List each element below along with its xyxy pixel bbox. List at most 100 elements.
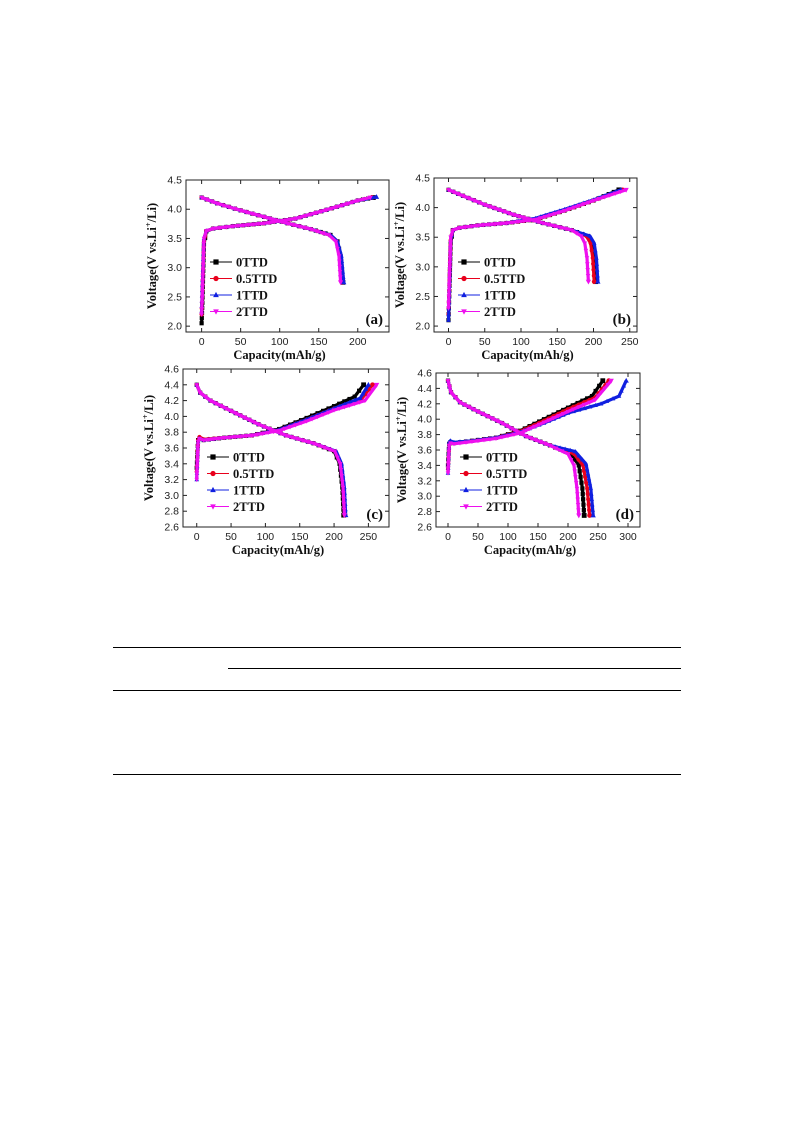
data-point	[477, 200, 482, 205]
data-point	[581, 202, 587, 207]
data-point	[337, 401, 342, 406]
data-point	[608, 378, 614, 384]
series-line	[447, 188, 590, 282]
data-point	[463, 504, 469, 510]
data-point	[326, 233, 332, 238]
data-point	[475, 439, 481, 444]
data-point	[538, 440, 543, 445]
data-point	[211, 226, 216, 232]
data-point	[581, 513, 587, 518]
y-tick-label: 3.2	[417, 475, 432, 487]
data-point	[293, 423, 298, 428]
legend-entry: 2TTD	[233, 500, 265, 514]
data-point	[599, 390, 604, 395]
x-tick-label: 100	[512, 336, 530, 348]
data-point	[203, 394, 208, 400]
data-point	[595, 278, 601, 284]
data-point	[447, 272, 452, 277]
data-point	[581, 507, 586, 513]
data-point	[446, 317, 451, 322]
data-point	[532, 424, 537, 430]
plot-frame	[435, 372, 641, 528]
data-point	[585, 396, 590, 401]
data-point	[580, 486, 585, 491]
data-point	[238, 434, 243, 439]
data-point	[587, 513, 592, 518]
y-tick-label: 2.5	[167, 291, 182, 303]
data-point	[585, 274, 591, 279]
x-tick-label: 0	[194, 531, 200, 543]
legend: 0TTD 0.5TTD 1TTD 2TTD	[210, 256, 277, 319]
data-point	[462, 402, 467, 408]
data-point	[244, 210, 249, 215]
data-point	[446, 456, 451, 461]
y-axis-title: Voltage(V vs.Li+/Li)	[140, 395, 156, 501]
data-point	[361, 197, 367, 202]
x-tick-label: 150	[291, 531, 309, 543]
y-tick-label: 4.0	[164, 411, 179, 423]
data-point	[584, 480, 589, 485]
data-point	[228, 409, 234, 414]
data-point	[593, 248, 598, 253]
data-point	[582, 241, 588, 246]
panel-label: (a)	[366, 312, 384, 328]
data-point	[552, 224, 557, 229]
data-point	[499, 435, 505, 440]
data-point	[585, 268, 591, 273]
data-point	[596, 197, 602, 202]
x-axis-title: Capacity(mAh/g)	[233, 348, 325, 362]
chart-panel: 0 50 100 150 200 250 2.6 2.8 3.0 3.2 3.4 3.6 3.8 4.0 4…	[140, 364, 390, 557]
data-point	[586, 476, 592, 481]
y-tick-label: 3.8	[164, 427, 179, 439]
data-point	[505, 434, 511, 439]
data-point	[285, 221, 290, 226]
data-point	[499, 421, 505, 426]
data-point	[357, 400, 363, 405]
data-point	[445, 471, 451, 476]
data-point	[451, 190, 456, 195]
data-point	[314, 229, 320, 234]
data-point	[448, 240, 453, 246]
x-tick-label: 200	[559, 531, 577, 543]
series-line	[447, 188, 596, 282]
data-point	[590, 255, 595, 261]
y-tick-label: 4.0	[417, 414, 432, 426]
data-point	[199, 295, 205, 300]
data-point	[316, 443, 322, 448]
x-tick-label: 200	[325, 531, 343, 543]
data-point	[469, 439, 475, 445]
y-tick-label: 2.6	[417, 522, 432, 534]
data-point	[487, 437, 493, 442]
data-point	[504, 221, 509, 226]
data-point	[605, 382, 611, 388]
data-point	[337, 270, 343, 275]
data-point	[199, 195, 204, 201]
data-point	[533, 438, 538, 443]
data-point	[338, 468, 344, 473]
data-point	[457, 226, 462, 231]
data-point	[518, 431, 524, 437]
data-point	[194, 464, 200, 469]
data-point	[278, 431, 283, 436]
data-point	[197, 436, 202, 442]
data-point	[266, 220, 272, 226]
data-point	[210, 504, 216, 510]
data-point	[565, 452, 571, 457]
data-point	[455, 192, 461, 197]
y-tick-label: 3.8	[417, 429, 432, 441]
data-point	[309, 417, 315, 422]
data-point	[565, 409, 571, 415]
y-tick-label: 2.6	[164, 522, 179, 534]
data-point	[578, 234, 584, 239]
data-point	[568, 457, 574, 463]
y-tick-label: 2.0	[167, 321, 182, 333]
data-point	[201, 438, 206, 443]
data-point	[621, 383, 627, 388]
legend-entry: 0TTD	[233, 451, 265, 465]
data-point	[571, 463, 577, 468]
data-point	[585, 279, 592, 285]
data-point	[374, 382, 380, 388]
data-point	[337, 264, 342, 270]
data-point	[547, 213, 553, 218]
data-point	[574, 486, 580, 492]
